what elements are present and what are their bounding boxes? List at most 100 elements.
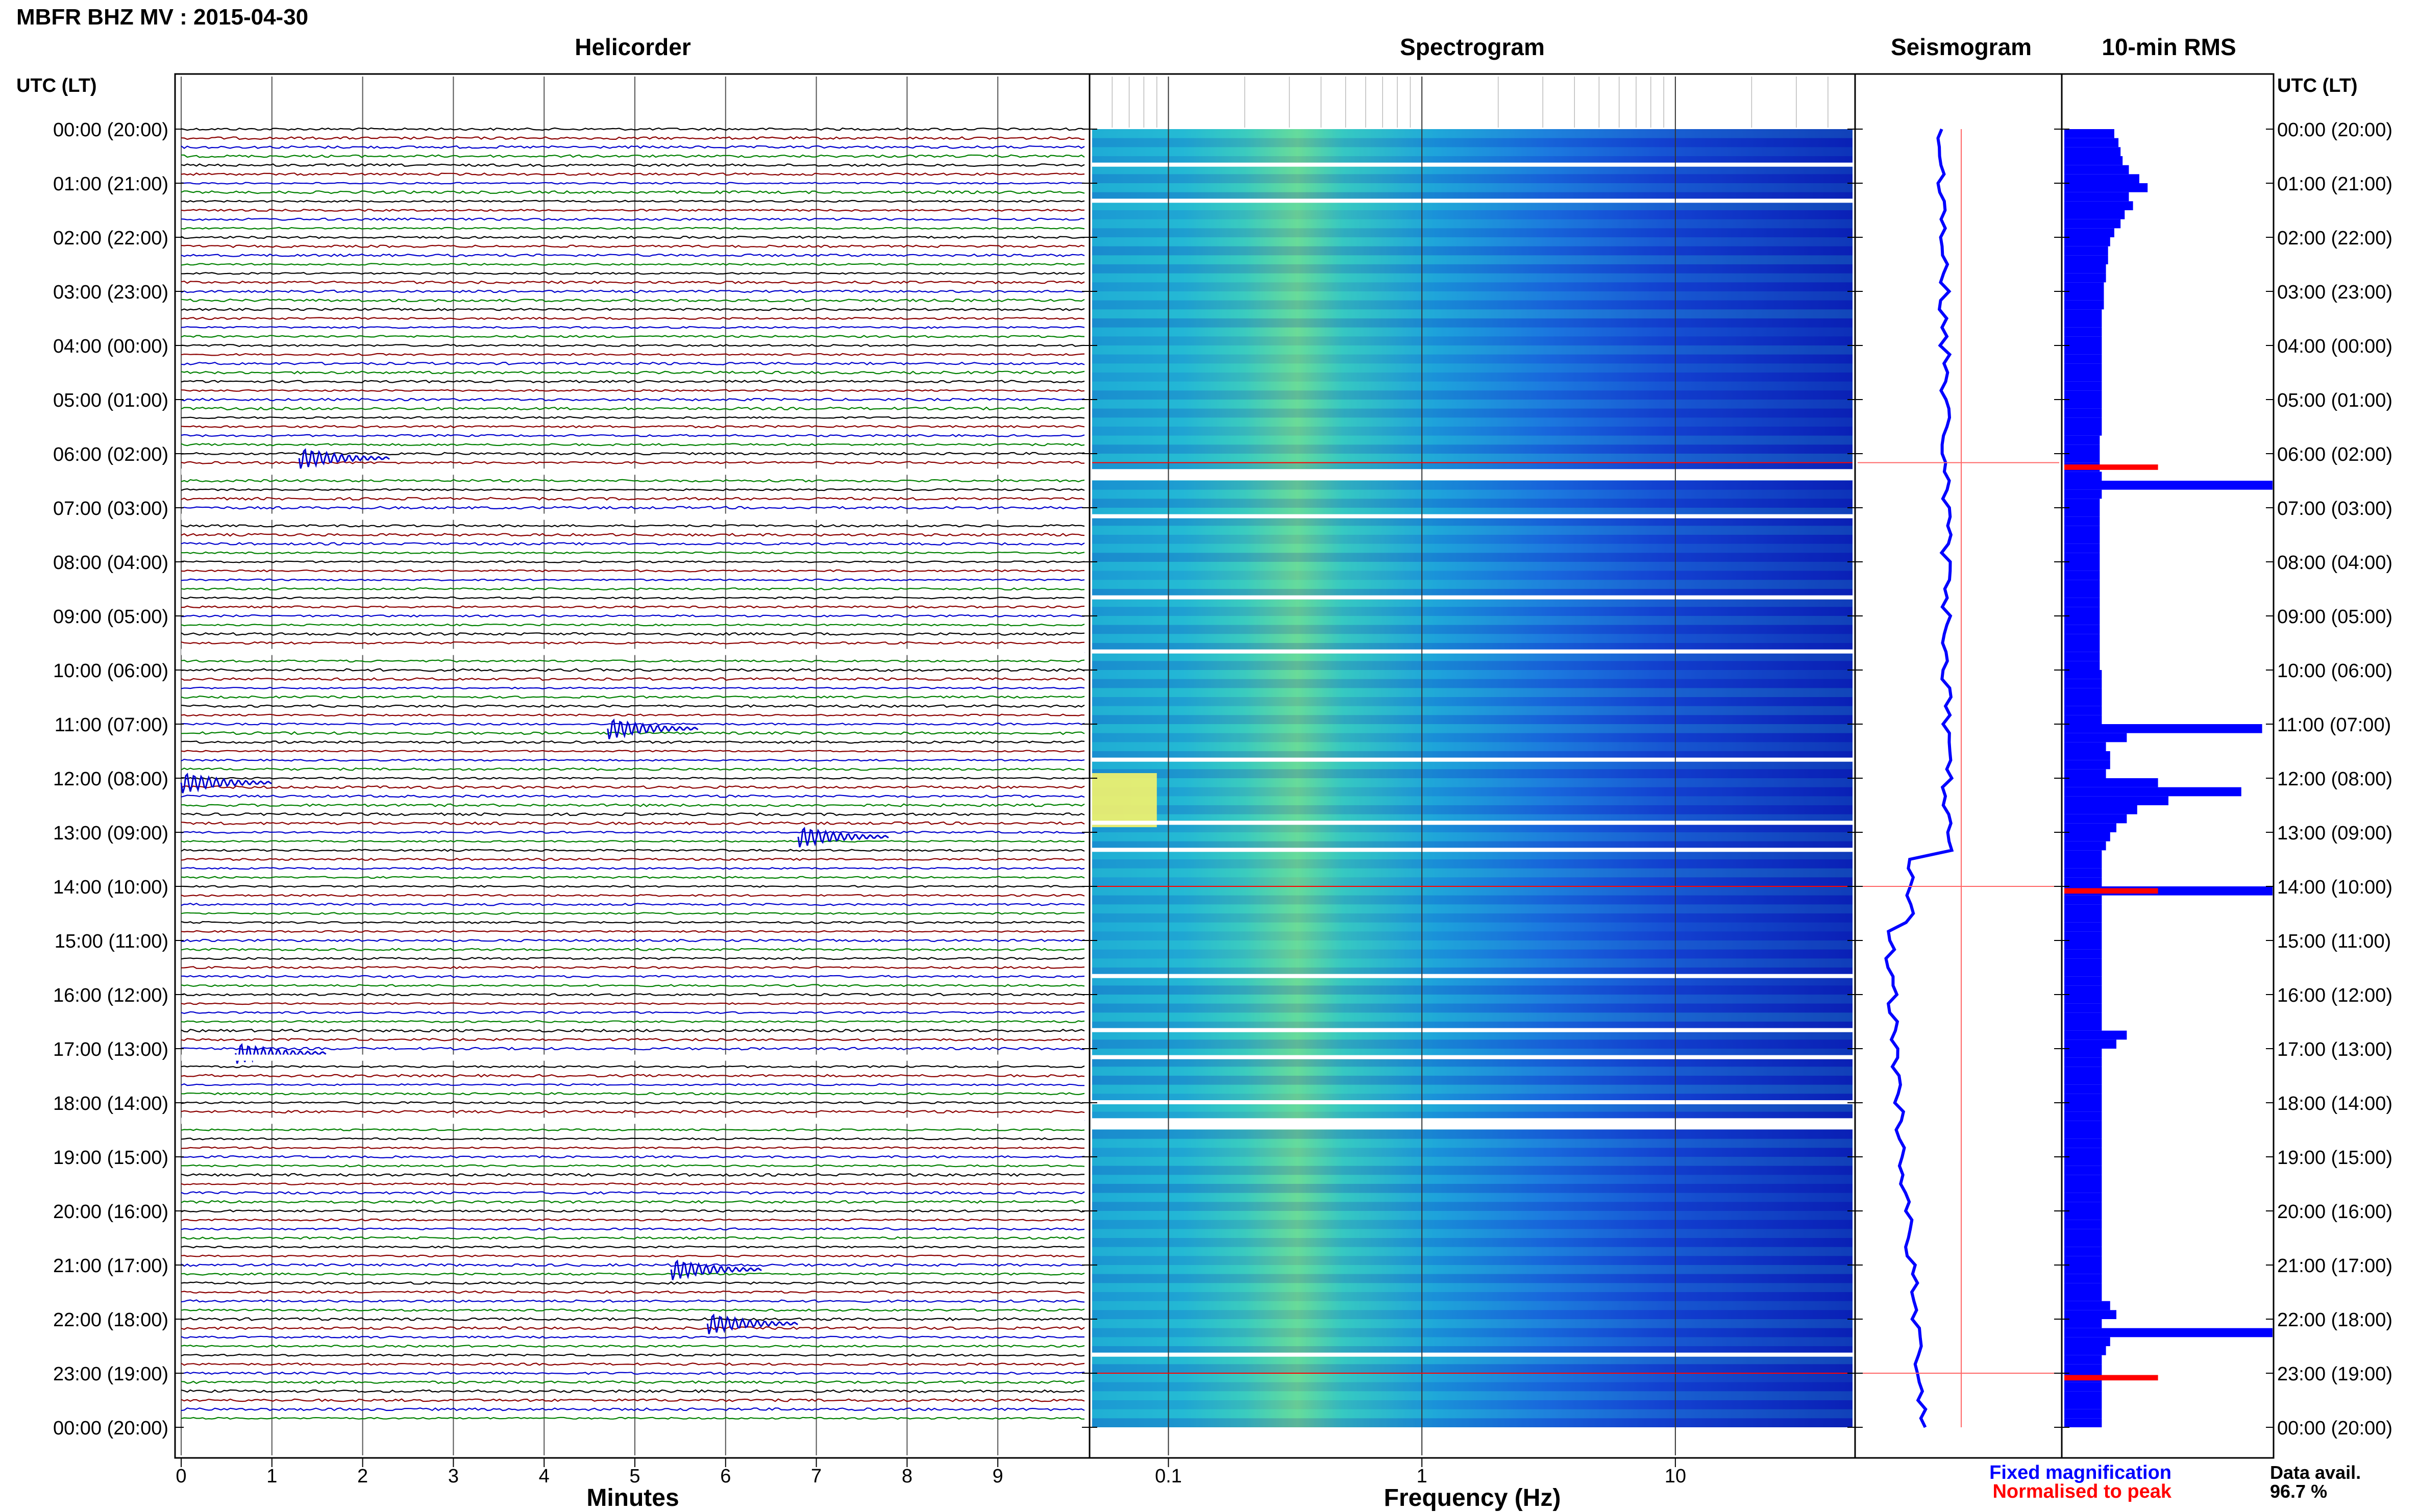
spectrogram-row-band (1092, 138, 1853, 147)
rms-bar (2064, 562, 2100, 571)
time-tick-label-right: 05:00 (01:00) (2277, 390, 2392, 411)
helicorder-trace-line (181, 398, 1085, 402)
spectrogram-row-band (1092, 1103, 1853, 1112)
helicorder-trace-line (181, 1200, 1085, 1204)
helicorder-data-gap (181, 513, 1084, 520)
spectrogram-data-gap (1092, 848, 1853, 852)
minute-tick-label: 4 (539, 1466, 550, 1487)
helicorder-trace-line (181, 1380, 1085, 1384)
helicorder-trace-line (181, 533, 1085, 537)
time-tick-label-left: 19:00 (15:00) (53, 1147, 168, 1169)
spectrogram-row-band (1092, 715, 1853, 724)
spectrogram-row-band (1092, 201, 1853, 210)
spectrogram-row-band (1092, 670, 1853, 679)
spectrogram-data-gap (1092, 162, 1853, 167)
spectrogram-row-band (1092, 562, 1853, 571)
rms-bar (2064, 598, 2100, 607)
helicorder-trace-line (181, 1182, 1085, 1185)
seismogram-panel (1854, 73, 2063, 1459)
spectrogram-data-gap (1092, 649, 1853, 654)
helicorder-event-burst (180, 773, 272, 794)
helicorder-trace-line (181, 1011, 1085, 1014)
spectrogram-row-band (1092, 931, 1853, 940)
time-tick-label-left: 08:00 (04:00) (53, 552, 168, 574)
helicorder-trace-line (181, 1137, 1085, 1141)
helicorder-panel (174, 73, 1091, 1459)
rms-bar (2064, 1067, 2102, 1076)
helicorder-trace-line (181, 803, 1085, 807)
rms-bar (2064, 219, 2121, 229)
helicorder-trace-line (181, 335, 1085, 338)
rms-bar (2064, 968, 2102, 977)
helicorder-trace-line (181, 641, 1085, 645)
spectrogram-row-band (1092, 1166, 1853, 1175)
rms-bar (2064, 390, 2102, 400)
rms-bar (2064, 381, 2102, 391)
spectrogram-image (1092, 77, 1853, 1455)
helicorder-trace-line (181, 497, 1085, 501)
spectrogram-row-band (1092, 1247, 1853, 1256)
helicorder-trace-line (181, 830, 1085, 834)
time-tick-label-right: 08:00 (04:00) (2277, 552, 2392, 574)
spectrogram-heading: Spectrogram (1400, 34, 1545, 60)
time-tick-label-left: 02:00 (22:00) (53, 228, 168, 249)
rms-bar (2064, 1310, 2116, 1319)
helicorder-trace-line (181, 1065, 1085, 1069)
time-tick-label-left: 00:00 (20:00) (53, 119, 168, 141)
spectrogram-row-band (1092, 1274, 1853, 1283)
rms-normalised-peak-bar (2064, 1375, 2158, 1381)
rms-bar (2064, 1022, 2102, 1031)
helicorder-trace-line (181, 1164, 1085, 1168)
rms-bar (2064, 995, 2102, 1004)
rms-bar (2064, 733, 2127, 742)
rms-bar (2064, 1103, 2102, 1112)
rms-bar (2064, 1076, 2102, 1085)
helicorder-trace-line (181, 1020, 1085, 1023)
helicorder-trace-line (181, 1308, 1085, 1312)
time-tick-label-right: 07:00 (03:00) (2277, 498, 2392, 519)
rms-bar (2064, 201, 2133, 210)
rms-bar (2064, 165, 2129, 175)
time-tick-label-left: 09:00 (05:00) (53, 606, 168, 628)
rms-bar (2064, 255, 2108, 264)
helicorder-trace-line (181, 587, 1085, 591)
spectrogram-row-band (1092, 787, 1853, 797)
helicorder-trace-line (181, 280, 1085, 284)
rms-bar (2064, 345, 2102, 355)
rms-bar (2064, 616, 2100, 625)
minute-tick-label: 5 (629, 1466, 640, 1487)
rms-bar (2064, 553, 2100, 562)
helicorder-trace-line (181, 596, 1085, 600)
rms-bar (2064, 958, 2102, 968)
spectrogram-row-band (1092, 652, 1853, 661)
spectrogram-row-band (1092, 742, 1853, 751)
spectrogram-row-band (1092, 733, 1853, 742)
rms-bar (2064, 1157, 2102, 1166)
spectrogram-row-band (1092, 481, 1853, 490)
time-tick-label-left: 22:00 (18:00) (53, 1309, 168, 1331)
helicorder-trace-line (181, 894, 1085, 897)
spectrogram-row-band (1092, 1292, 1853, 1301)
spectrogram-data-gap (1092, 469, 1853, 481)
time-tick-label-right: 00:00 (20:00) (2277, 1418, 2392, 1439)
spectrogram-row-band (1092, 796, 1853, 805)
rms-bar (2064, 1364, 2102, 1373)
seismogram-trace (1858, 128, 2059, 1428)
time-tick-label-right: 16:00 (12:00) (2277, 985, 2392, 1006)
time-tick-label-right: 01:00 (21:00) (2277, 173, 2392, 195)
rms-bar (2064, 1301, 2110, 1310)
time-tick-label-left: 21:00 (17:00) (53, 1255, 168, 1277)
helicorder-trace-line (181, 1335, 1084, 1339)
spectrogram-row-band (1092, 1328, 1853, 1337)
time-tick-label-left: 17:00 (13:00) (53, 1039, 168, 1060)
spectrogram-data-gap (1092, 1055, 1853, 1059)
rms-bar (2064, 1247, 2102, 1256)
minute-tick-label: 8 (902, 1466, 912, 1487)
rms-bar (2064, 1211, 2102, 1220)
rms-bar (2064, 589, 2100, 598)
spectrogram-row-band (1092, 354, 1853, 364)
rms-bar (2064, 769, 2106, 778)
rms-bar (2064, 1166, 2102, 1175)
helicorder-trace-line (181, 930, 1085, 933)
spectrogram-row-band (1092, 363, 1853, 373)
